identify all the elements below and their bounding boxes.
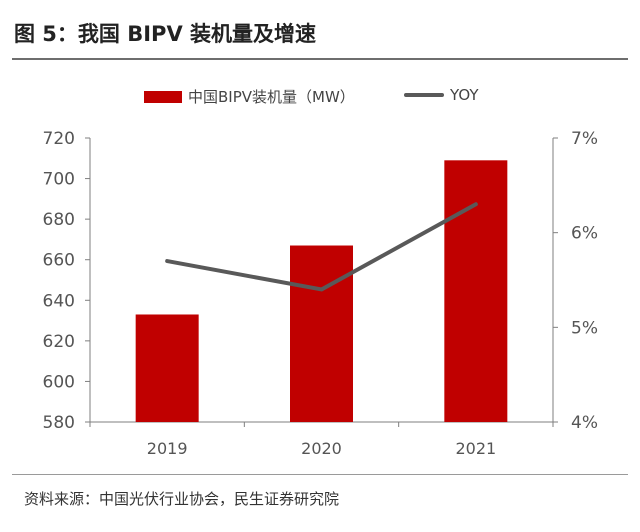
x-axis-label: 2020 (301, 439, 342, 458)
legend-bar-swatch (144, 90, 182, 103)
source-divider (12, 474, 628, 475)
legend-item-line-series: YOY (404, 86, 479, 104)
left-axis-tick-label: 640 (43, 291, 75, 311)
title-divider (12, 58, 628, 60)
chart-legend: 中国BIPV装机量（MW） YOY (0, 86, 640, 106)
right-axis-tick-label: 5% (571, 318, 598, 338)
bar-2019 (135, 314, 199, 422)
left-axis-tick-label: 700 (43, 170, 75, 190)
legend-line-swatch (404, 93, 444, 97)
left-axis-tick-label: 720 (43, 129, 75, 149)
left-axis-tick-label: 580 (43, 413, 75, 433)
legend-item-bar-series: 中国BIPV装机量（MW） (144, 86, 355, 107)
chart-title: 图 5：我国 BIPV 装机量及增速 (14, 22, 317, 46)
source-note: 资料来源：中国光伏行业协会，民生证券研究院 (24, 490, 340, 508)
bar-2020 (290, 245, 353, 422)
left-axis-tick-label: 600 (43, 372, 75, 392)
x-axis-label: 2019 (147, 439, 188, 458)
bar-2021 (444, 160, 508, 423)
left-axis-tick-label: 680 (43, 210, 75, 230)
left-axis-tick-label: 620 (43, 332, 75, 352)
x-axis-label: 2021 (455, 439, 496, 458)
legend-line-label: YOY (450, 86, 479, 104)
right-axis-tick-label: 6% (571, 224, 598, 244)
left-axis-tick-label: 660 (43, 251, 75, 271)
right-axis-tick-label: 7% (571, 129, 598, 149)
legend-bar-label: 中国BIPV装机量（MW） (188, 88, 355, 106)
right-axis-tick-label: 4% (571, 413, 598, 433)
